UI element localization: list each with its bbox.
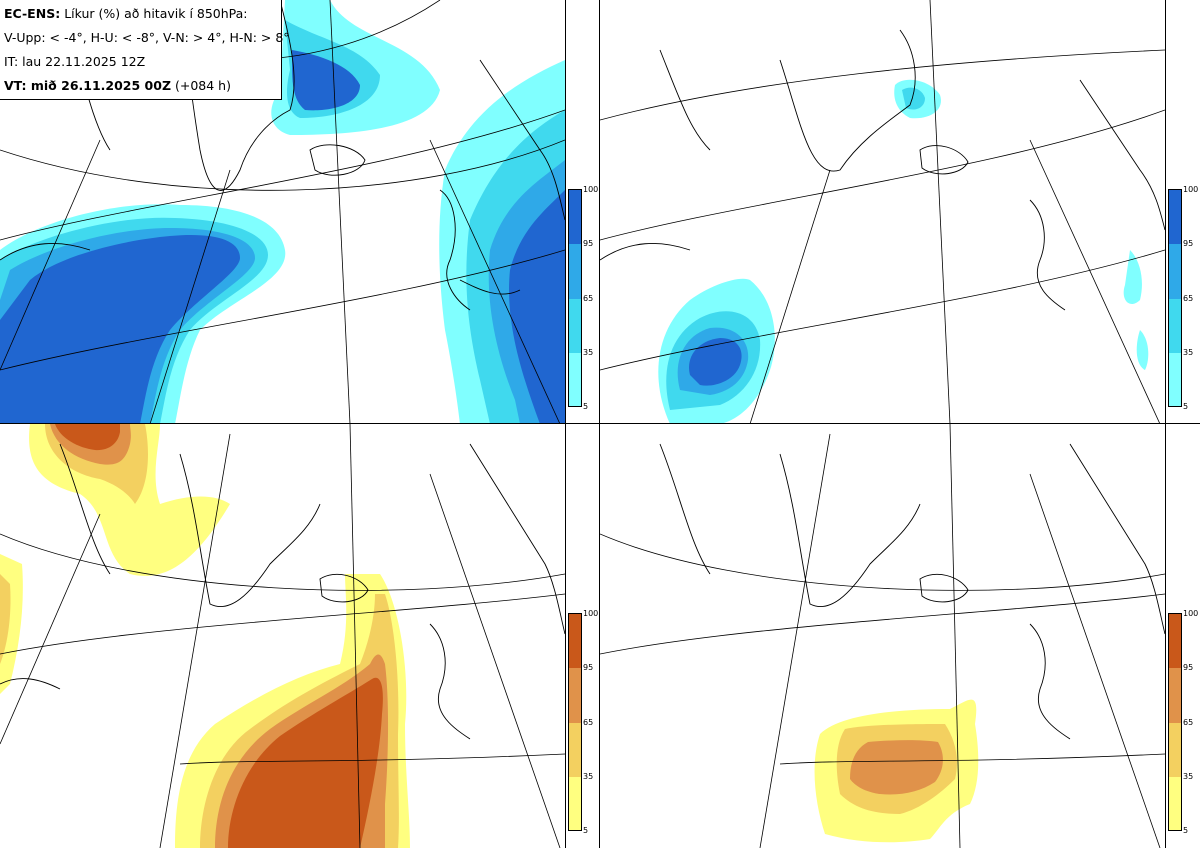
colorbar-seg (569, 190, 581, 244)
colorbar-cold-top-right (1168, 189, 1182, 407)
vertical-divider-right (599, 0, 600, 848)
cbar-label: 65 (1183, 294, 1194, 303)
cold8-field-north (894, 79, 941, 119)
cold-field-east (439, 60, 565, 424)
cbar-label: 95 (1183, 663, 1194, 672)
cbar-label: 65 (1183, 718, 1194, 727)
info-box: EC-ENS: Líkur (%) að hitavik í 850hPa: V… (0, 0, 290, 100)
map-cold-4-svg (0, 0, 565, 424)
coastlines-br (659, 443, 1165, 740)
cold-field-north (271, 0, 440, 135)
colorbar-seg (1169, 723, 1181, 777)
cbar-label: 5 (583, 402, 589, 411)
graticule-tr (600, 0, 1165, 424)
colorbar-seg (569, 777, 581, 830)
warm8-field (814, 699, 979, 843)
coastlines-tr (600, 29, 1165, 311)
cbar-label: 95 (583, 239, 594, 248)
vertical-divider-far-right (1165, 0, 1166, 848)
map-panel-cold-4 (0, 0, 565, 424)
vertical-divider-left (565, 0, 566, 848)
map-warm-8-svg (600, 424, 1165, 848)
cbar-label: 100 (583, 185, 599, 194)
header-line-1: EC-ENS: Líkur (%) að hitavik í 850hPa: (4, 6, 248, 21)
horizontal-divider (0, 423, 1200, 424)
warm-field-west (0, 554, 23, 694)
colorbar-seg (569, 668, 581, 723)
colorbar-cold-top-left (568, 189, 582, 407)
cbar-label: 5 (583, 826, 589, 835)
colorbar-seg (1169, 299, 1181, 353)
cold8-field-east (1123, 250, 1149, 370)
colorbar-seg (1169, 190, 1181, 244)
cbar-label: 35 (583, 772, 594, 781)
map-panel-warm-8 (600, 424, 1165, 848)
warm-field-main (175, 574, 410, 848)
cbar-label: 5 (1183, 402, 1189, 411)
coastlines-bl (0, 443, 565, 740)
cbar-label: 35 (1183, 772, 1194, 781)
colorbar-seg (1169, 353, 1181, 406)
warm-field-north (29, 424, 230, 576)
header-line-2: V-Upp: < -4°, H-U: < -8°, V-N: > 4°, H-N… (4, 30, 290, 45)
map-warm-4-svg (0, 424, 565, 848)
header-line-4: VT: mið 26.11.2025 00Z (+084 h) (4, 78, 231, 93)
header-line-3: IT: lau 22.11.2025 12Z (4, 54, 146, 69)
cold-field-sw (0, 204, 286, 424)
colorbar-seg (1169, 244, 1181, 299)
cbar-label: 5 (1183, 826, 1189, 835)
cbar-label: 100 (583, 609, 599, 618)
graticule-bl (0, 424, 565, 848)
map-cold-8-svg (600, 0, 1165, 424)
map-panel-warm-4 (0, 424, 565, 848)
colorbar-seg (1169, 614, 1181, 668)
colorbar-seg (569, 244, 581, 299)
cbar-label: 35 (583, 348, 594, 357)
colorbar-seg (569, 614, 581, 668)
cbar-label: 35 (1183, 348, 1194, 357)
colorbar-seg (1169, 777, 1181, 830)
cbar-label: 95 (1183, 239, 1194, 248)
cbar-label: 95 (583, 663, 594, 672)
colorbar-seg (569, 353, 581, 406)
cbar-label: 65 (583, 718, 594, 727)
graticule-br (600, 424, 1165, 848)
cold8-field-sw (658, 278, 775, 424)
colorbar-seg (1169, 668, 1181, 723)
colorbar-warm-bottom-left (568, 613, 582, 831)
colorbar-seg (569, 723, 581, 777)
cbar-label: 100 (1183, 609, 1199, 618)
colorbar-warm-bottom-right (1168, 613, 1182, 831)
cbar-label: 100 (1183, 185, 1199, 194)
cbar-label: 65 (583, 294, 594, 303)
map-panel-cold-8 (600, 0, 1165, 424)
colorbar-seg (569, 299, 581, 353)
